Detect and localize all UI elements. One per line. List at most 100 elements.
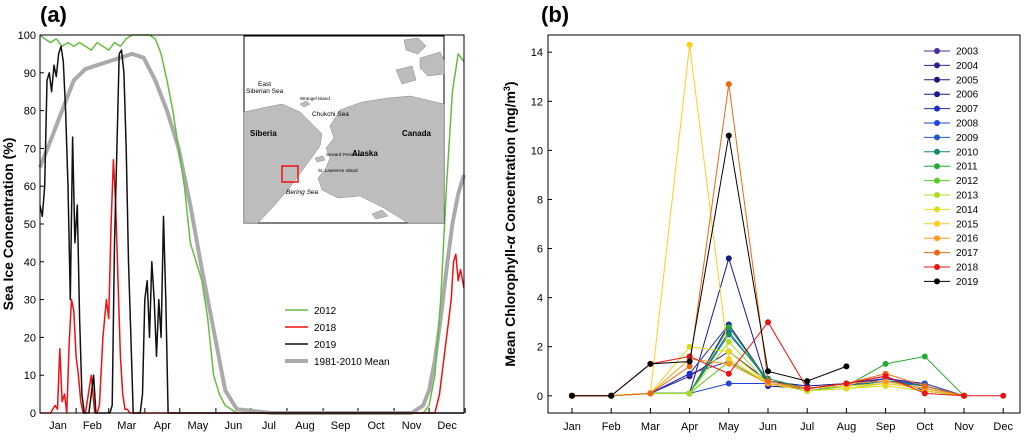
- b-data-point-2013: [686, 390, 693, 397]
- a-y-tick-label: 100: [18, 30, 36, 42]
- b-legend-marker-2010: [934, 148, 940, 155]
- a-x-tick-label: Feb: [83, 420, 102, 432]
- b-legend-marker-2009: [934, 134, 940, 141]
- b-legend-marker-2004: [934, 62, 940, 69]
- b-data-point-2014: [686, 343, 693, 350]
- panel-b-axes: 0 2 4 6 8 10 12 14 Jan Feb Mar Apr May Jun Jul Aug Sep Oc…: [531, 47, 1014, 433]
- b-legend-marker-2018: [934, 264, 940, 270]
- b-x-tick-label: May: [718, 421, 739, 433]
- a-y-tick-label: 20: [24, 332, 36, 344]
- b-legend-marker-2012: [934, 177, 940, 184]
- b-legend-marker-2003: [934, 48, 940, 54]
- b-data-point-2017: [765, 378, 771, 385]
- b-x-tick-label: Aug: [837, 421, 857, 433]
- b-data-point-2016: [882, 378, 889, 385]
- a-y-tick-label: 40: [24, 257, 36, 269]
- b-data-point-2008: [725, 380, 732, 387]
- b-data-point-2017: [921, 383, 928, 389]
- panel-b-frame: [547, 34, 1021, 414]
- b-y-tick-label: 0: [537, 391, 543, 403]
- b-series-line-2006: [572, 256, 965, 397]
- b-data-point-2015: [686, 41, 693, 48]
- b-x-tick-label: Nov: [954, 421, 974, 433]
- b-data-point-2011: [725, 324, 732, 331]
- panel-b-y-axis-title: Mean Chlorophyll-α Concentration (mg/m3): [502, 81, 518, 366]
- b-legend-label-2005: 2005: [956, 75, 979, 86]
- b-x-tick-label: Feb: [602, 421, 621, 433]
- b-y-tick-label: 12: [531, 96, 543, 108]
- a-x-tick-label: Dec: [437, 420, 457, 432]
- b-data-point-2018: [765, 319, 771, 326]
- map-inset: East Siberian Sea Wrangel Island Chukchi…: [243, 35, 445, 224]
- b-data-point-2018: [882, 373, 889, 380]
- map-label-east-siberian-sea-1: East: [258, 81, 271, 88]
- b-data-point-2019: [843, 363, 850, 370]
- b-x-tick-label: Oct: [916, 421, 933, 433]
- panel-b-plot-area: [569, 41, 1007, 399]
- b-data-point-2015: [725, 356, 732, 362]
- b-x-tick-label: Jan: [563, 421, 581, 433]
- map-label-chukchi-sea: Chukchi Sea: [312, 111, 349, 118]
- b-x-tick-label: Dec: [993, 421, 1013, 433]
- b-data-point-2019: [765, 368, 771, 375]
- b-legend-marker-2013: [934, 192, 940, 198]
- b-x-tick-label: Sep: [876, 421, 896, 433]
- b-series-line-2017: [572, 84, 965, 397]
- b-legend-marker-2008: [934, 120, 940, 126]
- a-y-tick-label: 30: [24, 295, 36, 307]
- map-label-east-siberian-sea-2: Siberian Sea: [246, 88, 284, 95]
- b-legend-label-2003: 2003: [956, 47, 979, 58]
- a-x-tick-label: Nov: [402, 420, 422, 432]
- a-legend-label-2012: 2012: [314, 306, 337, 317]
- b-legend-label-2018: 2018: [956, 263, 979, 274]
- b-x-tick-label: Jun: [759, 421, 777, 433]
- b-data-point-2006: [725, 255, 732, 262]
- b-data-point-2018: [921, 390, 928, 397]
- b-legend-label-2007: 2007: [956, 104, 979, 115]
- a-y-tick-label: 80: [24, 106, 36, 118]
- b-legend-label-2016: 2016: [956, 234, 979, 245]
- a-y-tick-label: 10: [24, 370, 36, 382]
- b-x-tick-label: Jul: [800, 421, 814, 433]
- b-y-tick-label: 6: [537, 244, 543, 256]
- b-legend-marker-2019: [934, 278, 940, 285]
- b-series-line-2015: [572, 44, 965, 397]
- b-data-point-2018: [961, 392, 967, 399]
- b-data-point-2019: [569, 392, 575, 399]
- b-data-point-2018: [843, 380, 850, 387]
- b-legend-marker-2005: [934, 76, 940, 83]
- a-y-tick-label: 70: [24, 143, 36, 155]
- b-data-point-2019: [725, 132, 732, 139]
- b-data-point-2019: [804, 378, 811, 385]
- b-y-tick-label: 2: [537, 342, 543, 354]
- a-x-tick-label: Mar: [117, 420, 136, 432]
- a-x-tick-label: Oct: [367, 420, 384, 432]
- b-legend-marker-2006: [934, 91, 940, 98]
- b-series-2015: [569, 41, 967, 399]
- panel-a-y-axis-title: Sea Ice Concentration (%): [0, 138, 16, 311]
- b-data-point-2019: [608, 392, 615, 399]
- b-legend-label-2019: 2019: [956, 277, 979, 288]
- b-legend-label-2012: 2012: [956, 176, 979, 187]
- a-x-tick-label: Jul: [262, 420, 276, 432]
- b-data-point-2018: [804, 385, 811, 392]
- a-y-tick-label: 60: [24, 181, 36, 193]
- b-data-point-2017: [686, 363, 693, 370]
- panel-b-legend: 2003 2004 2005 2006 2007 2008 2009 2010 2011 2012…: [924, 47, 979, 288]
- b-legend-label-2009: 2009: [956, 133, 979, 144]
- b-legend-marker-2014: [934, 206, 940, 213]
- panel-a-label: (a): [40, 2, 67, 27]
- b-data-point-2010: [725, 331, 732, 338]
- map-land: [243, 37, 445, 224]
- panel-a-axes: 0 10 20 30 40 50 60 70 80 90 100 Jan Feb Mar Apr May Jun…: [18, 30, 466, 432]
- b-legend-marker-2015: [934, 220, 940, 227]
- b-data-point-2019: [686, 358, 693, 365]
- b-data-point-2014: [725, 348, 732, 355]
- b-x-tick-label: Mar: [641, 421, 660, 433]
- b-y-tick-label: 14: [531, 47, 543, 59]
- map-label-canada: Canada: [402, 129, 431, 138]
- study-area-box: [281, 165, 299, 183]
- b-x-tick-label: Apr: [681, 421, 698, 433]
- a-x-tick-label: Jun: [224, 420, 242, 432]
